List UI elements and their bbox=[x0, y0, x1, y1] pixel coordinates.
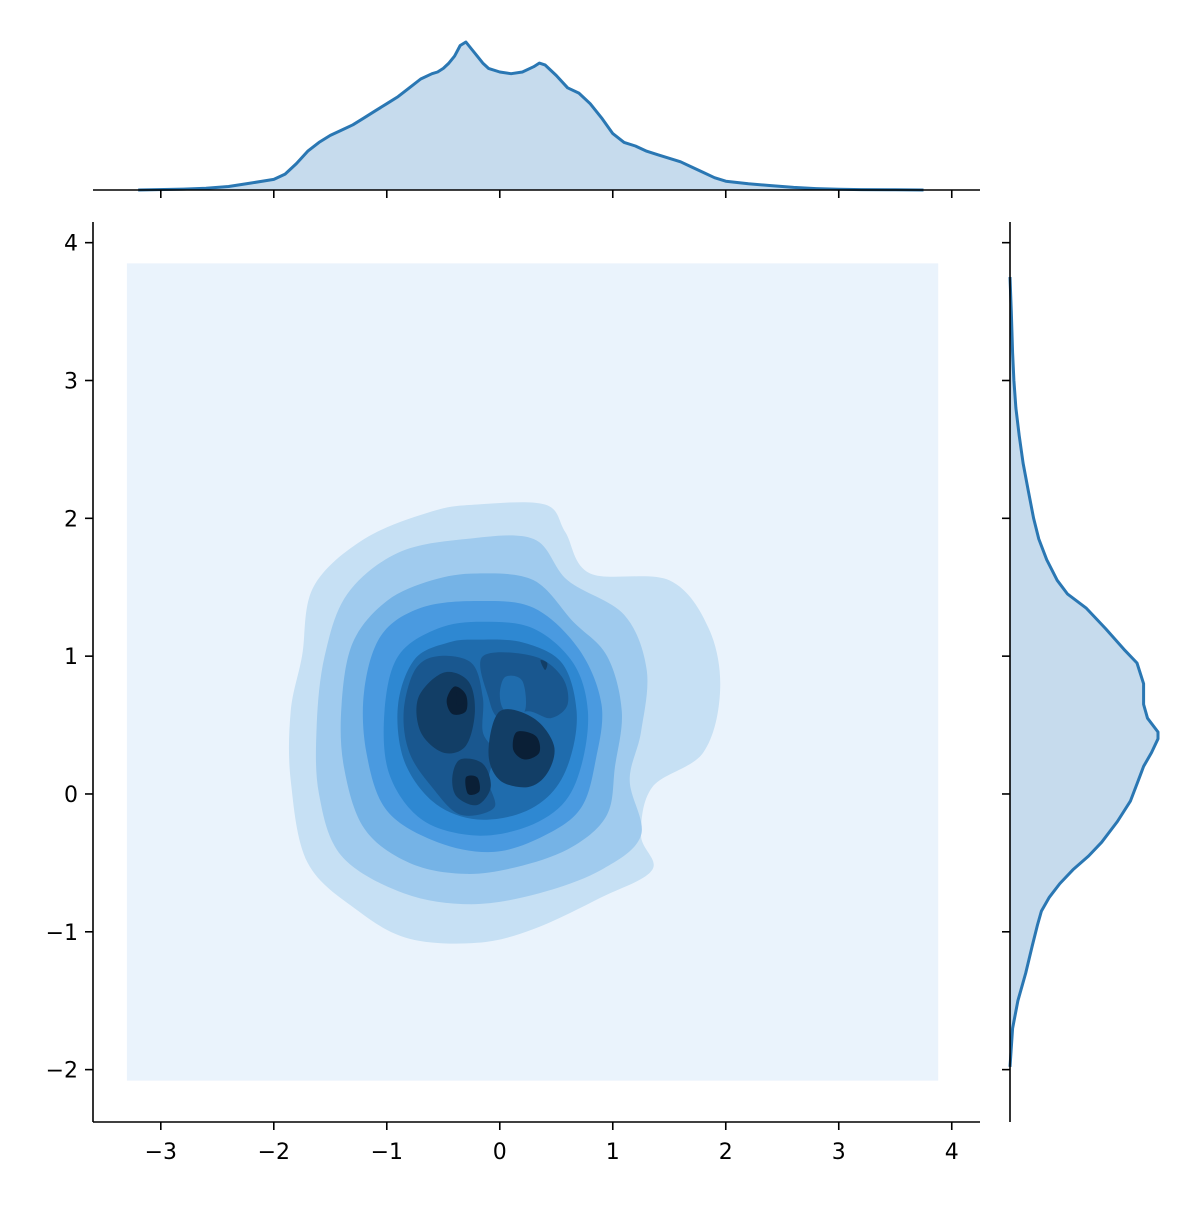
joint-kde-plot bbox=[126, 263, 939, 1081]
x-tick-label-3: 0 bbox=[493, 1140, 507, 1165]
x-tick-label-2: −1 bbox=[371, 1140, 403, 1165]
axes: −3 −2 −1 0 1 2 3 4 −2 −1 0 1 2 3 4 bbox=[46, 222, 980, 1165]
kde-contour-level-6-11 bbox=[499, 675, 527, 715]
kde-contour-level-8-16 bbox=[540, 659, 548, 670]
y-tick-label-4: 2 bbox=[64, 507, 78, 532]
x-tick-label-0: −3 bbox=[145, 1140, 177, 1165]
marginal-x-density-line bbox=[138, 40, 924, 192]
marginal-y-plot bbox=[1002, 222, 1160, 1122]
marginal-y-density-line bbox=[1008, 277, 1160, 1068]
marginal-y-density-fill bbox=[1010, 277, 1158, 1067]
marginal-x-plot bbox=[93, 40, 980, 198]
y-tick-label-3: 1 bbox=[64, 645, 78, 670]
x-tick-label-4: 1 bbox=[606, 1140, 620, 1165]
kde-contour-level-9-13 bbox=[512, 731, 541, 760]
y-tick-label-5: 3 bbox=[64, 369, 78, 394]
x-tick-label-7: 4 bbox=[945, 1140, 959, 1165]
kde-contour-level-9-15 bbox=[465, 775, 481, 795]
kde-contour-level-10-9 bbox=[455, 691, 465, 706]
x-tick-label-5: 2 bbox=[719, 1140, 733, 1165]
marginal-x-density-fill bbox=[138, 42, 924, 190]
x-tick-label-1: −2 bbox=[258, 1140, 290, 1165]
y-tick-label-1: −1 bbox=[46, 921, 78, 946]
y-tick-label-0: −2 bbox=[46, 1059, 78, 1084]
y-tick-label-2: 0 bbox=[64, 783, 78, 808]
x-tick-label-6: 3 bbox=[832, 1140, 846, 1165]
y-tick-label-6: 4 bbox=[64, 232, 78, 257]
